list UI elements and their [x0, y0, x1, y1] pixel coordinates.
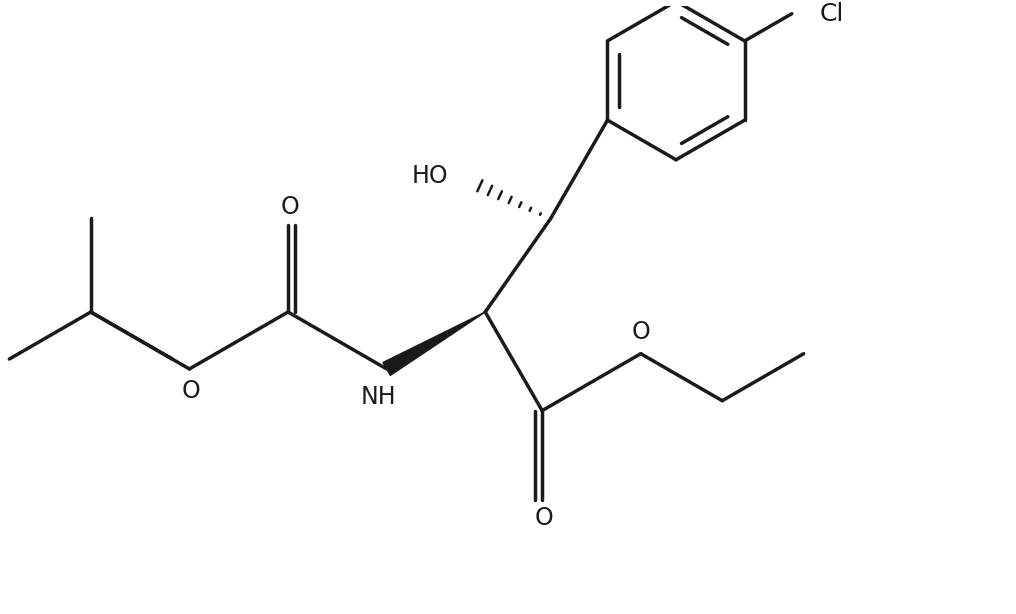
- Text: Cl: Cl: [820, 2, 844, 26]
- Text: O: O: [631, 320, 650, 344]
- Text: O: O: [280, 195, 300, 219]
- Text: NH: NH: [361, 384, 396, 409]
- Text: HO: HO: [411, 164, 448, 188]
- Text: O: O: [534, 505, 554, 529]
- Polygon shape: [383, 312, 486, 375]
- Text: O: O: [182, 379, 201, 403]
